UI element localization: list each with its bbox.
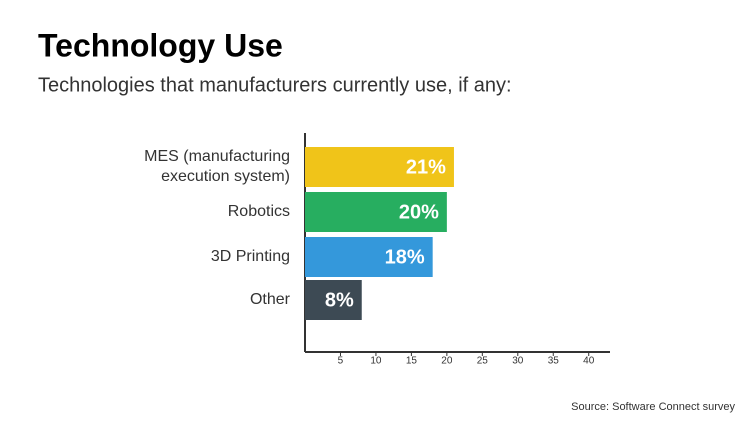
source: Source: Software Connect survey xyxy=(571,401,735,413)
x-tick-label: 15 xyxy=(406,356,418,367)
category-label: MES (manufacturing execution system) xyxy=(144,148,290,185)
chart-subtitle: Technologies that manufacturers currentl… xyxy=(38,74,512,96)
x-tick-label: 35 xyxy=(548,356,560,367)
category-label: Other xyxy=(249,291,290,308)
category-label: Robotics xyxy=(227,203,290,220)
value-label: 8% xyxy=(325,289,354,311)
bar xyxy=(305,147,454,187)
x-tick-label: 20 xyxy=(441,356,453,367)
x-tick-label: 5 xyxy=(338,356,344,367)
x-tick-label: 40 xyxy=(583,356,595,367)
x-tick-label: 25 xyxy=(477,356,489,367)
value-label: 18% xyxy=(385,246,425,268)
bar xyxy=(305,280,362,320)
x-tick-label: 10 xyxy=(370,356,382,367)
bar xyxy=(305,192,447,232)
x-tick-label: 30 xyxy=(512,356,524,367)
category-label: 3D Printing xyxy=(210,248,290,265)
value-label: 21% xyxy=(406,156,446,178)
chart-title: Technology Use xyxy=(38,27,283,63)
bar xyxy=(305,237,433,277)
value-label: 20% xyxy=(399,201,439,223)
